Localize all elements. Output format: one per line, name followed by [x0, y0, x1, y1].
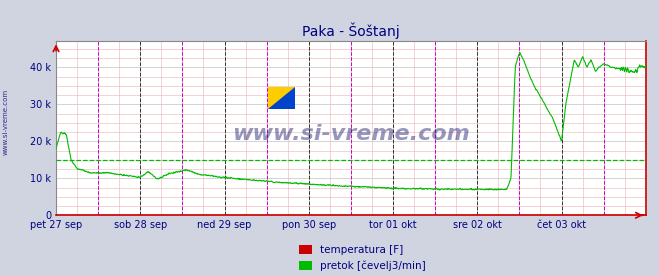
- Text: www.si-vreme.com: www.si-vreme.com: [232, 124, 470, 144]
- FancyBboxPatch shape: [268, 87, 295, 109]
- Legend: temperatura [F], pretok [čevelj3/min]: temperatura [F], pretok [čevelj3/min]: [299, 245, 426, 271]
- Title: Paka - Šoštanj: Paka - Šoštanj: [302, 22, 400, 39]
- Polygon shape: [268, 87, 295, 109]
- Text: www.si-vreme.com: www.si-vreme.com: [2, 88, 9, 155]
